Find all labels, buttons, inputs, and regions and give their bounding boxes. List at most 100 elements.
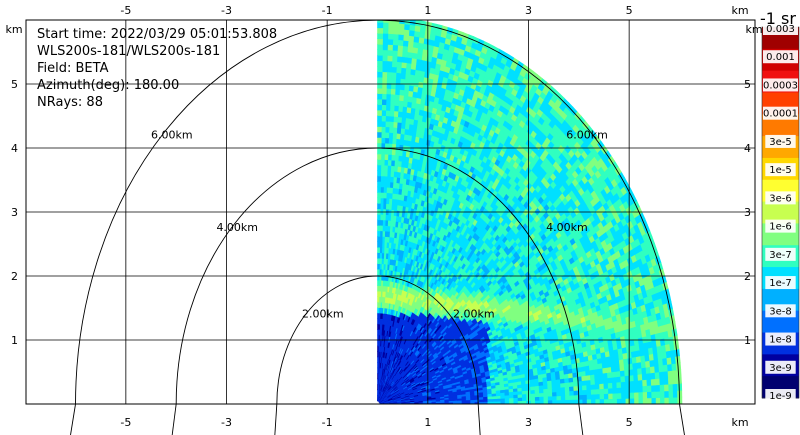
data-cell: [612, 398, 618, 404]
data-cell: [560, 399, 566, 404]
data-cell: [603, 398, 610, 404]
data-cell: [633, 374, 639, 382]
data-cell: [650, 378, 657, 386]
data-cell: [565, 394, 571, 401]
data-cell: [517, 397, 523, 402]
data-cell: [603, 387, 609, 395]
data-cell: [606, 371, 613, 379]
data-cell: [607, 387, 614, 394]
data-cell: [569, 390, 575, 396]
data-cell: [573, 380, 579, 387]
data-cell: [556, 399, 562, 404]
data-cell: [573, 394, 579, 400]
data-cell: [560, 386, 566, 392]
data-cell: [530, 400, 536, 404]
data-cell: [671, 369, 678, 378]
data-cell: [530, 396, 536, 401]
data-cell: [634, 397, 640, 404]
data-cell: [564, 390, 571, 396]
data-cell: [651, 384, 657, 392]
data-cell: [642, 385, 648, 393]
data-cell: [598, 372, 604, 380]
data-cell: [645, 366, 652, 374]
data-cell: [586, 393, 592, 400]
data-cell: [581, 384, 588, 391]
data-cell: [603, 382, 609, 389]
data-cell: [590, 393, 597, 400]
data-cell: [539, 399, 545, 404]
data-cell: [573, 385, 579, 391]
data-cell: [667, 376, 674, 385]
data-cell: [632, 368, 639, 376]
data-cell: [651, 397, 657, 404]
data-cell: [595, 398, 601, 404]
data-cell: [628, 374, 635, 382]
data-cell: [551, 391, 558, 397]
data-cell: [660, 397, 666, 404]
data-cell: [586, 389, 592, 395]
data-cell: [619, 364, 625, 372]
data-cell: [654, 371, 661, 380]
data-cell: [590, 378, 596, 385]
data-cell: [607, 382, 613, 389]
data-cell: [664, 390, 670, 398]
data-cell: [530, 392, 536, 398]
data-cell: [616, 387, 622, 394]
backscatter-sector: [377, 20, 683, 404]
data-cell: [556, 395, 562, 401]
data-cell: [534, 399, 540, 404]
data-cell: [539, 392, 545, 397]
data-cell: [539, 396, 545, 401]
data-cell: [616, 392, 622, 399]
data-cell: [629, 397, 635, 404]
data-cell: [603, 393, 609, 400]
data-cell: [636, 361, 642, 369]
data-cell: [568, 381, 574, 387]
data-cell: [581, 379, 587, 386]
data-cell: [616, 381, 622, 389]
data-cell: [668, 396, 674, 404]
data-cell: [625, 397, 631, 404]
data-cell: [590, 388, 596, 395]
data-cell: [647, 397, 653, 404]
data-cell: [620, 381, 626, 388]
data-cell: [620, 386, 627, 394]
data-cell: [599, 398, 605, 404]
data-cell: [637, 379, 644, 387]
data-cell: [659, 390, 666, 398]
data-cell: [621, 398, 627, 404]
data-cell: [668, 390, 674, 398]
data-cell: [594, 378, 600, 385]
data-cell: [645, 360, 651, 368]
data-cell: [556, 391, 562, 397]
data-cell: [663, 377, 669, 385]
data-cell: [651, 391, 657, 399]
data-cell: [640, 360, 647, 369]
data-cell: [642, 391, 648, 399]
data-cell: [637, 373, 643, 381]
data-cell: [602, 372, 609, 379]
data-cell: [599, 393, 605, 400]
data-cell: [629, 386, 635, 393]
data-cell: [629, 391, 635, 399]
data-cell: [586, 398, 592, 404]
data-cell: [547, 399, 553, 404]
data-cell: [509, 397, 515, 402]
data-cell: [638, 397, 644, 404]
data-cell: [556, 386, 562, 393]
data-cell: [646, 384, 652, 393]
data-cell: [534, 396, 540, 401]
data-cell: [655, 384, 661, 392]
data-cell: [641, 366, 647, 375]
data-cell: [634, 391, 640, 399]
data-cell: [534, 392, 540, 398]
data-cell: [521, 396, 528, 402]
data-cell: [560, 390, 566, 397]
data-cell: [633, 385, 640, 393]
data-cell: [620, 375, 626, 383]
data-cell: [650, 372, 656, 380]
data-cell: [591, 398, 597, 404]
data-cell: [610, 365, 617, 373]
data-cell: [638, 391, 644, 399]
